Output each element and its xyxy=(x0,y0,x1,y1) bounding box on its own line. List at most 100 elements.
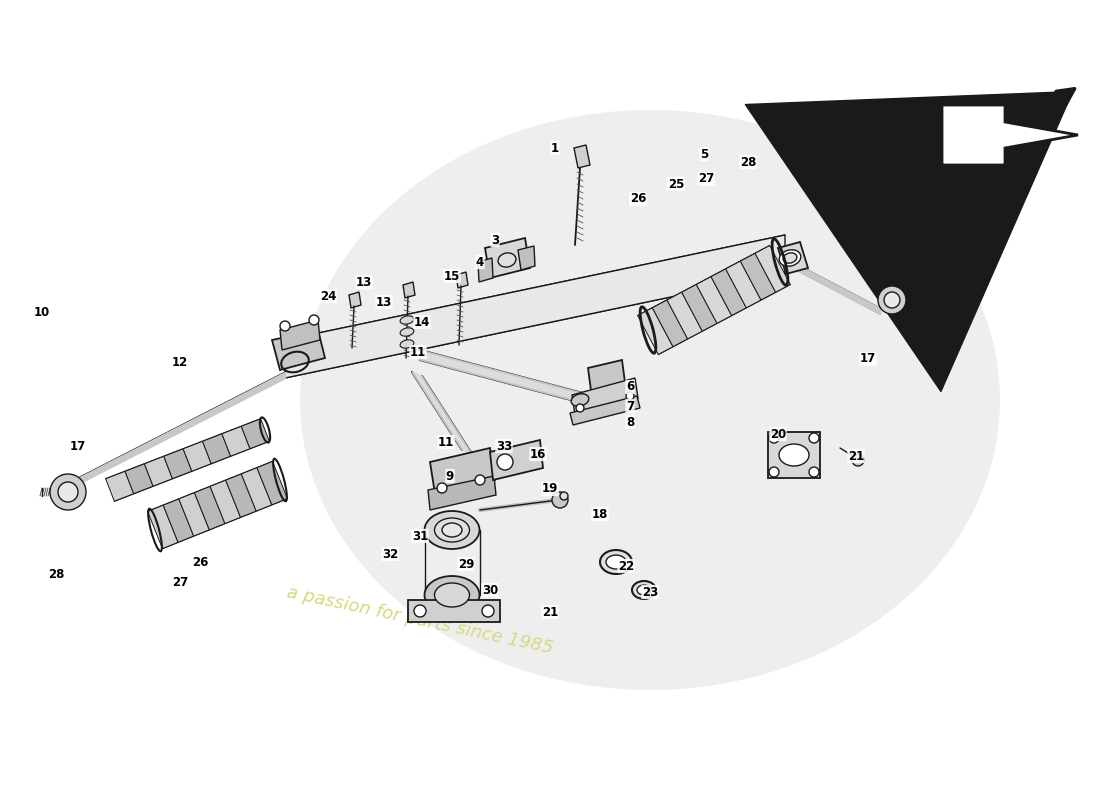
Text: 17: 17 xyxy=(70,439,86,453)
Ellipse shape xyxy=(637,585,651,595)
Polygon shape xyxy=(412,372,472,454)
Polygon shape xyxy=(652,300,688,346)
Polygon shape xyxy=(570,396,640,425)
Polygon shape xyxy=(403,282,415,298)
Circle shape xyxy=(626,392,634,400)
Circle shape xyxy=(482,605,494,617)
Polygon shape xyxy=(349,292,361,308)
Text: 25: 25 xyxy=(668,178,684,190)
Polygon shape xyxy=(125,464,153,494)
Text: 26: 26 xyxy=(630,193,646,206)
Polygon shape xyxy=(147,505,178,549)
Circle shape xyxy=(414,605,426,617)
Circle shape xyxy=(475,475,485,485)
Text: 20: 20 xyxy=(770,427,786,441)
Text: 22: 22 xyxy=(618,559,634,573)
Ellipse shape xyxy=(434,583,470,607)
Text: 21: 21 xyxy=(542,606,558,618)
Text: 1: 1 xyxy=(551,142,559,154)
Polygon shape xyxy=(408,600,501,622)
Text: a passion for parts since 1985: a passion for parts since 1985 xyxy=(285,583,554,657)
Polygon shape xyxy=(478,258,493,282)
Circle shape xyxy=(808,467,820,477)
Polygon shape xyxy=(164,449,191,478)
Text: 24: 24 xyxy=(320,290,337,302)
Polygon shape xyxy=(210,480,241,523)
Text: 18: 18 xyxy=(592,507,608,521)
Ellipse shape xyxy=(571,394,588,406)
Polygon shape xyxy=(490,440,543,480)
Text: 13: 13 xyxy=(356,275,372,289)
Circle shape xyxy=(497,454,513,470)
Polygon shape xyxy=(638,308,673,354)
Ellipse shape xyxy=(400,316,414,324)
Polygon shape xyxy=(574,145,590,168)
Polygon shape xyxy=(226,474,256,518)
Text: 28: 28 xyxy=(740,155,756,169)
Polygon shape xyxy=(696,277,732,323)
Circle shape xyxy=(58,482,78,502)
Polygon shape xyxy=(257,462,287,505)
Ellipse shape xyxy=(434,518,470,542)
Text: 11: 11 xyxy=(410,346,426,358)
Text: 23: 23 xyxy=(642,586,658,598)
Ellipse shape xyxy=(498,253,516,267)
Ellipse shape xyxy=(606,555,626,569)
Polygon shape xyxy=(572,378,638,415)
Text: 28: 28 xyxy=(47,567,64,581)
Ellipse shape xyxy=(600,550,632,574)
Circle shape xyxy=(852,454,864,466)
Circle shape xyxy=(309,315,319,325)
Text: 29: 29 xyxy=(458,558,474,570)
Circle shape xyxy=(878,286,906,314)
Polygon shape xyxy=(202,434,231,464)
Polygon shape xyxy=(682,285,717,331)
Text: 11: 11 xyxy=(438,435,454,449)
Text: 8: 8 xyxy=(626,415,634,429)
Text: 19: 19 xyxy=(542,482,558,495)
Text: 7: 7 xyxy=(626,399,634,413)
Ellipse shape xyxy=(300,110,1000,690)
Polygon shape xyxy=(179,493,209,536)
Polygon shape xyxy=(588,360,626,398)
Polygon shape xyxy=(726,261,761,308)
Text: 6: 6 xyxy=(626,381,634,394)
Polygon shape xyxy=(768,432,820,478)
Circle shape xyxy=(552,492,568,508)
Circle shape xyxy=(808,433,820,443)
Polygon shape xyxy=(942,105,1078,182)
Circle shape xyxy=(280,321,290,331)
Text: 10: 10 xyxy=(34,306,51,318)
Circle shape xyxy=(50,474,86,510)
Polygon shape xyxy=(241,419,270,449)
Ellipse shape xyxy=(400,340,414,348)
Text: 27: 27 xyxy=(172,575,188,589)
Polygon shape xyxy=(711,269,746,315)
Circle shape xyxy=(437,483,447,493)
Polygon shape xyxy=(163,499,194,542)
Polygon shape xyxy=(778,242,808,274)
Polygon shape xyxy=(195,486,224,530)
Circle shape xyxy=(560,492,568,500)
Circle shape xyxy=(884,292,900,308)
Text: 3: 3 xyxy=(491,234,499,246)
Circle shape xyxy=(769,467,779,477)
Polygon shape xyxy=(518,246,535,270)
Text: 12: 12 xyxy=(172,355,188,369)
Polygon shape xyxy=(485,238,530,278)
Text: 9: 9 xyxy=(446,470,454,482)
Polygon shape xyxy=(740,254,776,300)
Polygon shape xyxy=(285,235,785,378)
Text: 32: 32 xyxy=(382,547,398,561)
Ellipse shape xyxy=(779,250,801,266)
Ellipse shape xyxy=(632,581,656,599)
Text: 5: 5 xyxy=(700,147,708,161)
Text: 14: 14 xyxy=(414,315,430,329)
Polygon shape xyxy=(272,330,324,370)
Polygon shape xyxy=(144,456,173,486)
Polygon shape xyxy=(755,246,790,292)
Polygon shape xyxy=(106,471,134,501)
Ellipse shape xyxy=(425,576,480,614)
Ellipse shape xyxy=(783,253,796,263)
Text: 15: 15 xyxy=(443,270,460,282)
